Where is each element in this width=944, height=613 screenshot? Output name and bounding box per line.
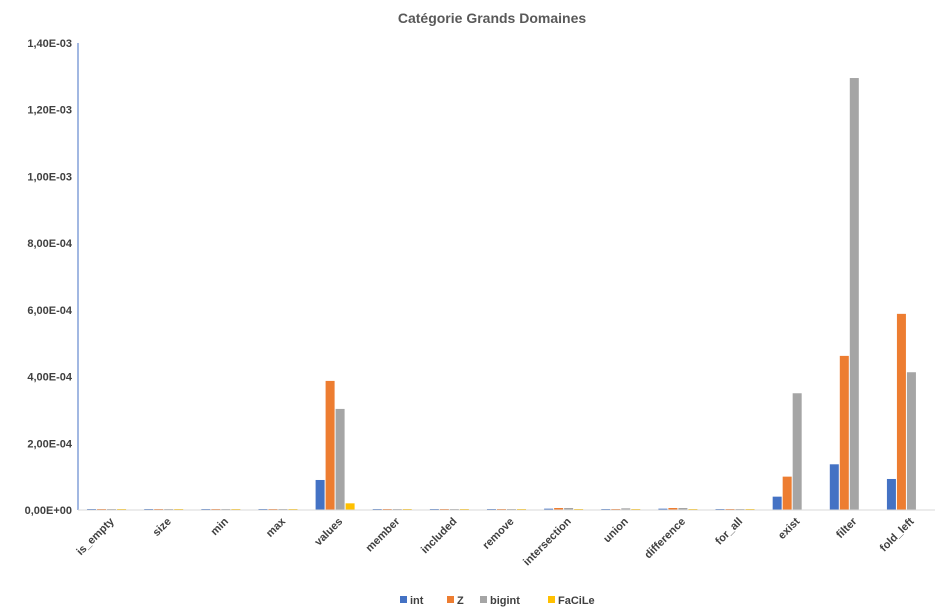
x-tick-label: union	[601, 515, 631, 545]
x-tick-label: values	[313, 516, 346, 549]
x-tick-label: size	[151, 516, 174, 539]
x-tick-label: for_all	[713, 516, 745, 548]
bar-int-intersection	[544, 508, 554, 510]
y-tick-label: 0,00E+00	[25, 505, 72, 517]
x-tick-label: intersection	[521, 515, 574, 568]
x-axis: is_empty size min max values member included re…	[74, 509, 935, 568]
y-axis: 0,00E+00 2,00E-04 4,00E-04 6,00E-04 8,00E-04…	[25, 38, 79, 517]
legend-swatch-bigint	[480, 596, 487, 603]
chart-title: Catégorie Grands Domaines	[398, 10, 586, 26]
bar-bigint-difference	[678, 508, 688, 510]
legend-label: int	[410, 595, 424, 607]
y-tick-label: 1,40E-03	[27, 38, 72, 50]
bar-z-difference	[668, 508, 678, 510]
bar-int-filter	[829, 464, 839, 510]
x-tick-label: is_empty	[74, 515, 117, 558]
bar-bigint-union	[621, 508, 631, 510]
bar-facile-values	[345, 503, 355, 510]
legend-label: Z	[457, 595, 464, 607]
x-tick-label: difference	[642, 516, 688, 562]
y-tick-label: 2,00E-04	[27, 438, 73, 450]
bar-z-intersection	[554, 508, 564, 510]
x-tick-label: min	[209, 515, 232, 538]
legend-label: FaCiLe	[558, 595, 595, 607]
y-tick-label: 4,00E-04	[27, 372, 73, 384]
bar-bigint-values	[335, 408, 345, 510]
x-tick-label: included	[419, 516, 459, 556]
legend-swatch-facile	[548, 596, 555, 603]
x-tick-label: fold_left	[878, 515, 917, 554]
bar-int-exist	[772, 496, 782, 510]
x-tick-label: member	[364, 515, 403, 554]
y-tick-label: 6,00E-04	[27, 305, 73, 317]
x-tick-label: max	[264, 515, 289, 540]
bar-z-filter	[839, 355, 849, 510]
bars	[87, 78, 916, 510]
bar-z-fold-left	[896, 313, 906, 510]
bar-bigint-intersection	[564, 508, 574, 510]
x-tick-label: filter	[834, 515, 860, 541]
x-tick-label: exist	[776, 515, 802, 541]
legend-label: bigint	[490, 595, 520, 607]
bar-int-difference	[658, 508, 668, 510]
legend-swatch-int	[400, 596, 407, 603]
bar-z-values	[325, 380, 335, 510]
bar-bigint-filter	[849, 78, 859, 510]
legend-swatch-z	[447, 596, 454, 603]
x-tick-label: remove	[480, 516, 516, 552]
bar-bigint-exist	[792, 393, 802, 510]
bar-int-fold-left	[886, 478, 896, 510]
y-tick-label: 1,20E-03	[27, 105, 72, 117]
bar-int-values	[315, 479, 325, 510]
y-tick-label: 8,00E-04	[27, 238, 73, 250]
bar-z-exist	[782, 476, 792, 510]
bar-bigint-fold-left	[906, 372, 916, 510]
y-tick-label: 1,00E-03	[27, 171, 72, 183]
